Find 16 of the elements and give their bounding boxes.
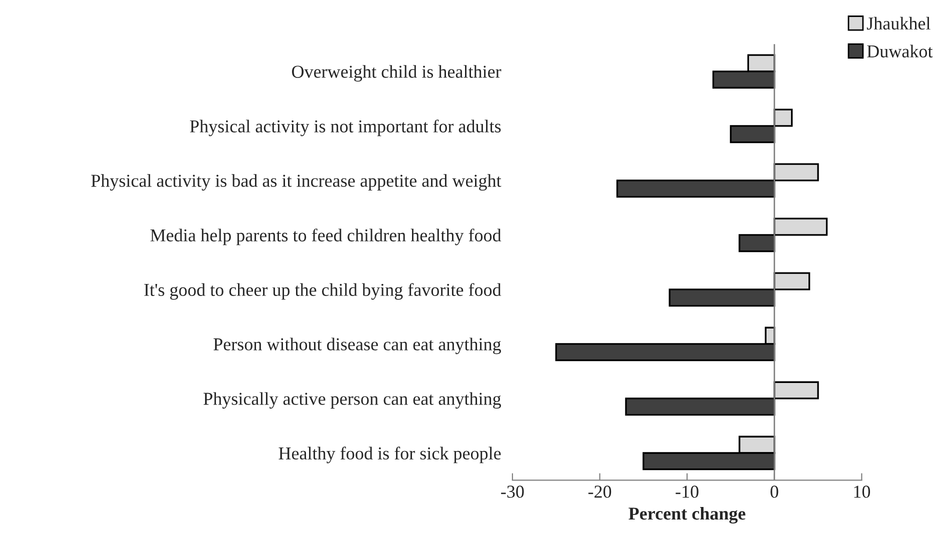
- x-tick-label: -20: [588, 486, 612, 498]
- x-tick-label: 10: [854, 486, 870, 498]
- x-tick-label: 0: [770, 486, 778, 498]
- x-tick-label: -30: [501, 486, 524, 498]
- legend-label: Duwakot: [867, 44, 933, 58]
- y-tick-label: Overweight child is healthier: [292, 65, 502, 82]
- y-tick-label: Media help parents to feed children healthy food: [150, 228, 502, 246]
- legend-label: Jhaukhel: [866, 16, 930, 30]
- y-tick-label: Physical activity is bad as it increase appetite and weight: [91, 174, 502, 191]
- y-tick-label: It's good to cheer up the child bying favorite food: [144, 283, 502, 300]
- y-tick-label: Healthy food is for sick people: [278, 446, 501, 464]
- x-tick-label: -10: [676, 486, 698, 498]
- y-tick-label: Physical activity is not important for adults: [190, 120, 501, 136]
- y-tick-label: Physically active person can eat anything: [204, 392, 501, 409]
- x-axis-title: Percent change: [628, 507, 746, 524]
- y-tick-label: Person without disease can eat anything: [214, 338, 501, 354]
